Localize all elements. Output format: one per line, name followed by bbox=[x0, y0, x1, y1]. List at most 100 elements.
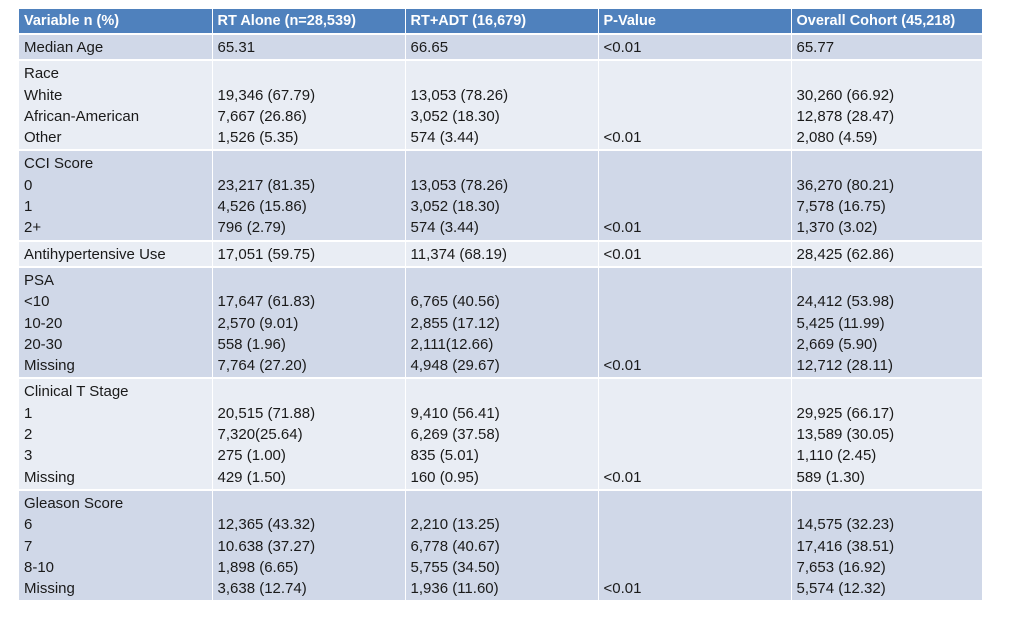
variable-cell-line: Gleason Score bbox=[24, 494, 124, 512]
rt-alone-cell-line bbox=[218, 153, 400, 174]
variable-cell-line: Clinical T Stage bbox=[24, 383, 129, 401]
variable-cell-line: Antihypertensive Use bbox=[24, 245, 166, 263]
overall-cell-line: 36,270 (80.21) bbox=[796, 176, 895, 194]
variable-cell-line: Race bbox=[24, 65, 60, 83]
rt-alone-cell: 17,647 (61.83) 2,570 (9.01) 558 (1.96) 7,76… bbox=[212, 266, 406, 380]
overall-cell: 30,260 (66.92) 12,878 (28.47) 2,080 (4.59) bbox=[791, 60, 982, 152]
rt-alone-cell-line: 65.31 bbox=[217, 39, 256, 56]
variable-cell: Median Age bbox=[19, 34, 213, 62]
header-overall: Overall Cohort (45,218) bbox=[791, 9, 982, 35]
overall-cell: 65.77 bbox=[791, 34, 982, 62]
rt-alone-cell-line: 23,217 (81.35) bbox=[217, 176, 316, 194]
variable-cell-line: Missing bbox=[24, 468, 75, 486]
p-value-cell-line: <0.01 bbox=[603, 219, 642, 237]
rt-adt-cell-line: 1,936 (11.60) bbox=[410, 580, 499, 598]
rt-adt-cell-line: 9,410 (56.41) bbox=[410, 404, 500, 422]
rt-adt-cell-line: 13,053 (78.26) bbox=[410, 176, 509, 194]
rt-adt-cell-line: 11,374 (68.19) bbox=[410, 245, 507, 263]
header-rt-alone: RT Alone (n=28,539) bbox=[212, 9, 406, 35]
rt-alone-cell: 65.31 bbox=[212, 34, 406, 62]
overall-cell-line: 30,260 (66.92) bbox=[796, 86, 895, 104]
rt-adt-cell-line: 2,111(12.66) bbox=[410, 335, 494, 353]
rt-alone-cell-line: 17,051 (59.75) bbox=[217, 245, 316, 263]
rt-adt-cell-line: 13,053 (78.26) bbox=[410, 86, 509, 104]
variable-cell-line: 1 bbox=[24, 404, 33, 422]
rt-alone-cell-line: 19,346 (67.79) bbox=[217, 86, 316, 104]
variable-cell: PSA <10 10-20 20-30 Missing bbox=[19, 266, 213, 380]
table-row: PSA <10 10-20 20-30 Missing 17,647 (61.83) 2,… bbox=[19, 266, 982, 380]
variable-cell: Gleason Score 6 7 8-10 Missing bbox=[19, 489, 213, 603]
rt-alone-cell-line: 3,638 (12.74) bbox=[217, 580, 307, 598]
p-value-cell-line: <0.01 bbox=[603, 580, 642, 598]
rt-alone-cell-line bbox=[218, 381, 400, 402]
p-value-cell-line bbox=[604, 445, 786, 466]
rt-adt-cell-line: 2,210 (13.25) bbox=[410, 516, 500, 534]
rt-adt-cell-line bbox=[411, 153, 593, 174]
table-row: Antihypertensive Use 17,051 (59.75) 11,374… bbox=[19, 240, 982, 268]
rt-adt-cell-line bbox=[411, 493, 593, 514]
p-value-cell-line bbox=[604, 334, 786, 355]
rt-adt-cell-line: 6,269 (37.58) bbox=[410, 426, 500, 444]
rt-alone-cell-line: 17,647 (61.83) bbox=[217, 293, 316, 311]
overall-cell-line: 12,878 (28.47) bbox=[796, 107, 895, 125]
p-value-cell-line bbox=[604, 514, 786, 535]
overall-cell-line: 12,712 (28.11) bbox=[796, 357, 893, 375]
rt-alone-cell: 20,515 (71.88) 7,320(25.64) 275 (1.00) 429 … bbox=[212, 378, 406, 491]
variable-cell-line: 2+ bbox=[24, 219, 42, 237]
rt-adt-cell: 13,053 (78.26) 3,052 (18.30) 574 (3.44) bbox=[405, 60, 599, 152]
header-rt-adt: RT+ADT (16,679) bbox=[405, 9, 599, 35]
overall-cell-line bbox=[797, 493, 978, 514]
overall-cell-line bbox=[797, 153, 978, 174]
p-value-cell-line bbox=[604, 493, 786, 514]
p-value-cell: <0.01 bbox=[598, 378, 792, 491]
p-value-cell-line bbox=[604, 403, 786, 424]
variable-cell-line: 6 bbox=[24, 516, 33, 534]
table-row: Gleason Score 6 7 8-10 Missing 12,365 (43.32… bbox=[19, 489, 982, 603]
p-value-cell-line bbox=[604, 153, 786, 174]
rt-alone-cell-line: 429 (1.50) bbox=[217, 468, 286, 486]
p-value-cell-line: <0.01 bbox=[603, 129, 642, 147]
overall-cell-line bbox=[797, 381, 978, 402]
rt-adt-cell-line bbox=[411, 63, 593, 84]
rt-adt-cell: 11,374 (68.19) bbox=[405, 240, 599, 268]
overall-cell-line: 5,425 (11.99) bbox=[796, 314, 885, 332]
p-value-cell: <0.01 bbox=[598, 34, 792, 62]
overall-cell-line: 17,416 (38.51) bbox=[796, 537, 895, 555]
variable-cell-line: 0 bbox=[24, 176, 33, 194]
rt-alone-cell-line: 2,570 (9.01) bbox=[217, 314, 299, 332]
rt-alone-cell-line bbox=[218, 270, 400, 291]
rt-adt-cell: 9,410 (56.41) 6,269 (37.58) 835 (5.01) 160 … bbox=[405, 378, 599, 491]
p-value-cell-line bbox=[604, 291, 786, 312]
rt-alone-cell: 19,346 (67.79) 7,667 (26.86) 1,526 (5.35) bbox=[212, 60, 406, 152]
variable-cell: Race White African-American Other bbox=[19, 60, 213, 152]
rt-alone-cell-line: 20,515 (71.88) bbox=[217, 404, 316, 422]
variable-cell-line: 20-30 bbox=[24, 335, 63, 353]
p-value-cell-line bbox=[604, 270, 786, 291]
overall-cell-line: 1,370 (3.02) bbox=[796, 219, 878, 237]
rt-adt-cell-line: 2,855 (17.12) bbox=[410, 314, 500, 332]
rt-adt-cell: 2,210 (13.25) 6,778 (40.67) 5,755 (34.50) 1… bbox=[405, 489, 599, 603]
p-value-cell: <0.01 bbox=[598, 60, 792, 152]
overall-cell-line: 65.77 bbox=[796, 39, 835, 56]
rt-alone-cell: 17,051 (59.75) bbox=[212, 240, 406, 268]
p-value-cell: <0.01 bbox=[598, 150, 792, 242]
variable-cell-line: <10 bbox=[24, 293, 50, 311]
rt-alone-cell-line bbox=[218, 63, 400, 84]
rt-adt-cell-line: 6,765 (40.56) bbox=[410, 293, 500, 311]
rt-alone-cell-line: 4,526 (15.86) bbox=[217, 198, 307, 216]
rt-alone-cell-line: 7,320(25.64) bbox=[217, 426, 303, 444]
p-value-cell-line bbox=[604, 381, 786, 402]
rt-adt-cell-line: 6,778 (40.67) bbox=[410, 537, 500, 555]
rt-alone-cell-line: 275 (1.00) bbox=[217, 447, 286, 465]
rt-alone-cell-line: 7,667 (26.86) bbox=[217, 107, 307, 125]
rt-adt-cell-line: 574 (3.44) bbox=[410, 219, 479, 237]
p-value-cell-line: <0.01 bbox=[603, 468, 642, 486]
overall-cell: 24,412 (53.98) 5,425 (11.99) 2,669 (5.90) 1… bbox=[791, 266, 982, 380]
overall-cell-line: 7,653 (16.92) bbox=[796, 558, 886, 576]
overall-cell-line: 2,080 (4.59) bbox=[796, 129, 878, 147]
rt-alone-cell-line: 1,898 (6.65) bbox=[217, 558, 299, 576]
variable-cell: Clinical T Stage 1 2 3 Missing bbox=[19, 378, 213, 491]
variable-cell-line: 3 bbox=[24, 447, 33, 465]
variable-cell-line: White bbox=[24, 86, 63, 104]
overall-cell-line: 14,575 (32.23) bbox=[796, 516, 895, 534]
